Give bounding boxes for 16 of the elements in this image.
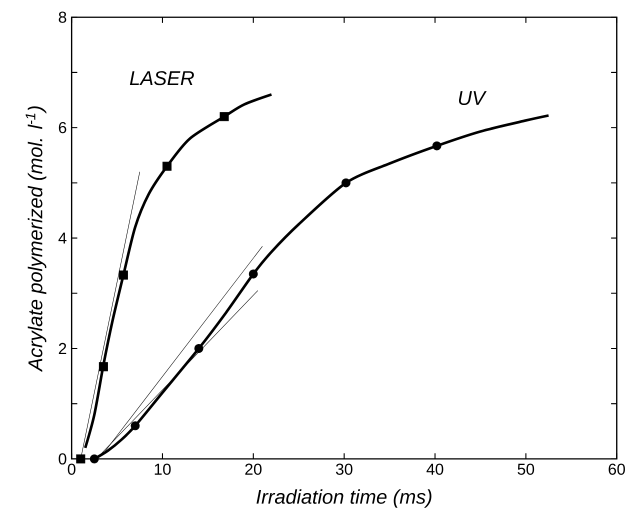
- x-tick-label: 30: [336, 463, 352, 475]
- x-tick-label: 0: [68, 463, 76, 475]
- y-tick-label: 6: [58, 122, 66, 134]
- x-tick-label: 50: [518, 463, 534, 475]
- x-tick-label: 20: [245, 463, 262, 475]
- x-tick-label: 40: [426, 463, 444, 475]
- x-tick-label: 10: [154, 463, 171, 475]
- y-tick-label: 4: [58, 232, 66, 244]
- y-tick-label: 2: [58, 342, 66, 354]
- series-label: LASER: [130, 70, 194, 86]
- y-axis-title: Acrylate polymerized (mol. l$^{-1}$): [26, 106, 46, 372]
- y-tick-label: 0: [58, 453, 66, 464]
- text: UV: [458, 91, 487, 105]
- y-tick-label: 8: [58, 11, 66, 23]
- x-axis-title: Irradiation time (ms): [256, 489, 432, 508]
- x-tick-label: 60: [608, 463, 625, 475]
